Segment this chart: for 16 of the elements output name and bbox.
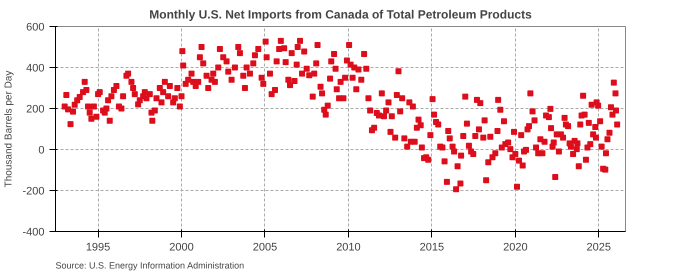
x-tick-label: 2015: [420, 242, 444, 254]
y-tick-label: 0: [38, 144, 45, 156]
y-tick-label: -200: [22, 186, 45, 198]
x-tick-label: 2025: [586, 242, 612, 254]
y-axis-title: Thousand Barrels per Day: [3, 70, 14, 188]
x-tick-label: 2005: [252, 242, 278, 254]
y-tick-label: 200: [26, 104, 45, 116]
y-tick-label: 400: [26, 62, 45, 74]
source-note: Source: U.S. Energy Information Administration: [56, 260, 244, 270]
y-tick-label: -400: [22, 226, 45, 238]
x-tick-label: 1995: [86, 242, 110, 254]
x-tick-label: 2010: [336, 242, 361, 254]
chart-title: Monthly U.S. Net Imports from Canada of Total Petroleum Products: [149, 8, 532, 22]
y-tick-label: 600: [26, 22, 45, 34]
x-tick-label: 2020: [503, 242, 528, 254]
x-tick-label: 2000: [169, 242, 194, 254]
